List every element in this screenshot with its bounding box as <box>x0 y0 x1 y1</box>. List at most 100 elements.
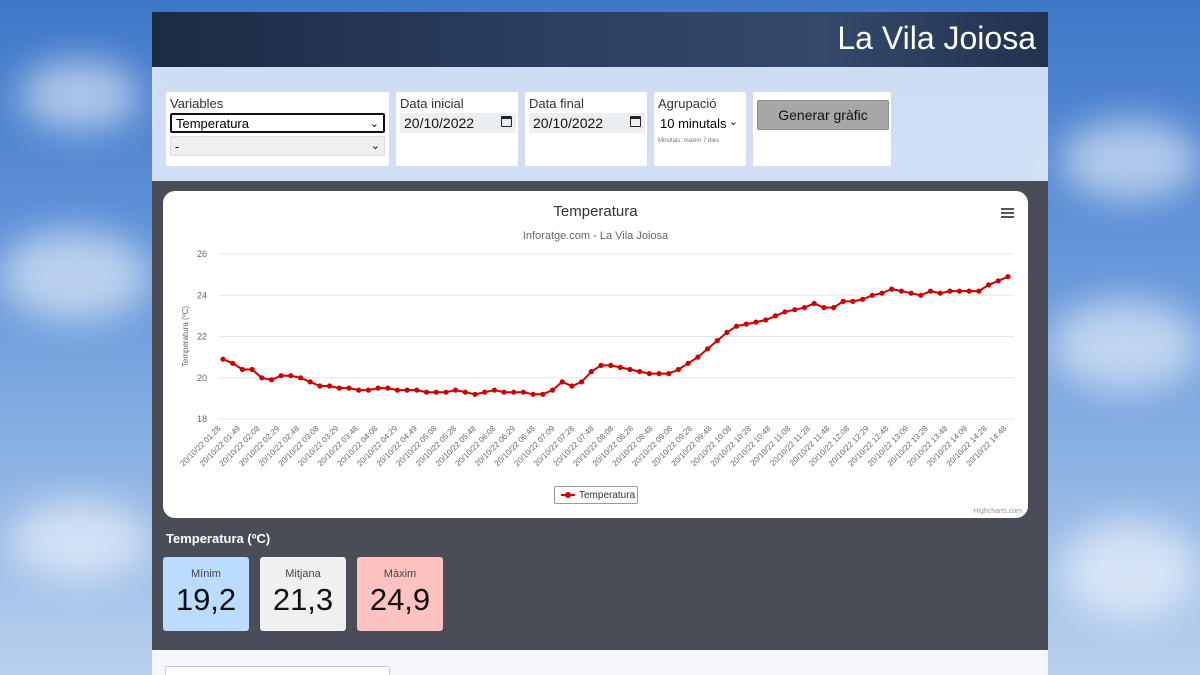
y-tick-label: 22 <box>197 332 207 342</box>
data-point <box>918 292 924 298</box>
data-point <box>249 366 255 373</box>
variables-select[interactable]: Temperatura ⌄ <box>170 113 385 133</box>
data-point <box>520 389 526 395</box>
chevron-down-icon: ⌄ <box>369 118 379 130</box>
data-point <box>995 278 1001 284</box>
data-point <box>501 389 507 395</box>
chart-legend[interactable]: Temperatura <box>554 486 638 504</box>
chart-title: Temperatura <box>553 203 638 220</box>
y-tick-label: 18 <box>197 414 207 424</box>
data-point <box>453 387 459 393</box>
data-point <box>685 360 691 366</box>
stats-title: Temperatura (ºC) <box>166 531 271 546</box>
data-point <box>734 323 740 329</box>
data-point <box>511 389 517 395</box>
grouping-select[interactable]: 10 minutals ⌄ <box>658 113 742 133</box>
page-container: La Vila Joiosa Variables Temperatura ⌄ -… <box>152 12 1048 675</box>
results-panel: Temperatura Inforatge.com - La Vila Joio… <box>152 181 1048 650</box>
y-tick-label: 26 <box>197 249 207 259</box>
data-point <box>705 346 711 352</box>
data-point <box>443 389 449 395</box>
data-point <box>956 288 963 294</box>
data-point <box>927 288 934 294</box>
series-line-temperatura <box>222 275 1009 396</box>
bottom-select[interactable] <box>165 666 390 675</box>
data-point <box>860 296 866 302</box>
variables-select-value: Temperatura <box>176 115 249 131</box>
stat-avg-value: 21,3 <box>272 582 334 617</box>
data-point <box>278 373 284 379</box>
stat-max-value: 24,9 <box>369 582 431 617</box>
chart-credits[interactable]: Highcharts.com <box>973 508 1022 515</box>
calendar-icon[interactable] <box>630 116 641 127</box>
start-date-input[interactable]: 20/10/2022 <box>400 113 516 133</box>
data-point <box>637 369 643 375</box>
start-date-control: Data inicial 20/10/2022 <box>395 91 519 167</box>
data-point <box>472 391 478 397</box>
cloud-decoration <box>1060 120 1200 200</box>
chart-subtitle: Inforatge.com - La Vila Joiosa <box>522 230 669 242</box>
data-point <box>869 292 875 298</box>
secondary-variable-value: - <box>175 138 180 154</box>
chevron-down-icon: ⌄ <box>728 116 738 128</box>
data-point <box>423 389 430 395</box>
data-point <box>782 309 788 315</box>
grouping-control: Agrupació 10 minutals ⌄ Minutals: màxim … <box>653 91 747 167</box>
data-point <box>724 329 730 335</box>
data-point <box>831 305 837 311</box>
start-date-value: 20/10/2022 <box>404 115 475 131</box>
y-axis-label: Temperatura (ºC) <box>181 306 190 367</box>
data-point <box>239 366 245 373</box>
data-point <box>230 360 236 366</box>
data-point <box>821 305 827 311</box>
data-point <box>966 288 972 294</box>
data-point <box>792 307 798 313</box>
data-point <box>540 391 546 397</box>
data-point <box>356 387 362 393</box>
data-point <box>763 317 769 323</box>
secondary-variable-select[interactable]: - ⌄ <box>170 136 385 156</box>
data-point <box>889 286 895 292</box>
data-point <box>714 338 720 344</box>
data-point <box>908 290 914 296</box>
data-point <box>666 371 672 377</box>
chart-card: Temperatura Inforatge.com - La Vila Joio… <box>163 191 1028 518</box>
grouping-hint: Minutals: màxim 7 dies <box>658 138 720 144</box>
data-point <box>801 305 808 311</box>
data-point <box>414 387 420 393</box>
end-date-input[interactable]: 20/10/2022 <box>529 113 645 133</box>
data-point <box>947 288 953 294</box>
stat-avg-label: Mitjana <box>285 568 321 580</box>
stat-min-value: 19,2 <box>175 582 237 617</box>
cloud-decoration <box>0 230 150 320</box>
data-point <box>385 385 391 391</box>
hamburger-icon[interactable] <box>1001 208 1014 218</box>
end-date-value: 20/10/2022 <box>533 115 604 131</box>
data-point <box>598 362 604 368</box>
data-point <box>404 387 410 393</box>
data-point <box>743 321 749 327</box>
data-point <box>840 298 846 304</box>
stat-max-label: Màxim <box>383 568 417 580</box>
data-point <box>268 377 275 383</box>
site-header: La Vila Joiosa <box>152 12 1048 67</box>
cloud-decoration <box>10 500 150 580</box>
data-point <box>491 387 497 393</box>
data-point <box>288 373 294 379</box>
calendar-icon[interactable] <box>501 116 512 127</box>
data-point <box>937 290 943 296</box>
chevron-down-icon: ⌄ <box>370 140 380 152</box>
data-point <box>569 383 575 389</box>
data-point <box>482 389 488 395</box>
end-date-label: Data final <box>529 96 584 111</box>
data-point <box>617 364 623 370</box>
generate-chart-button[interactable]: Generar gràfic <box>757 100 889 130</box>
site-title: La Vila Joiosa <box>837 20 1036 56</box>
data-point <box>898 288 905 294</box>
stat-min-label: Mínim <box>191 568 221 580</box>
data-point <box>879 290 885 296</box>
data-point <box>646 371 652 377</box>
data-point <box>365 387 371 393</box>
data-point <box>307 379 313 385</box>
